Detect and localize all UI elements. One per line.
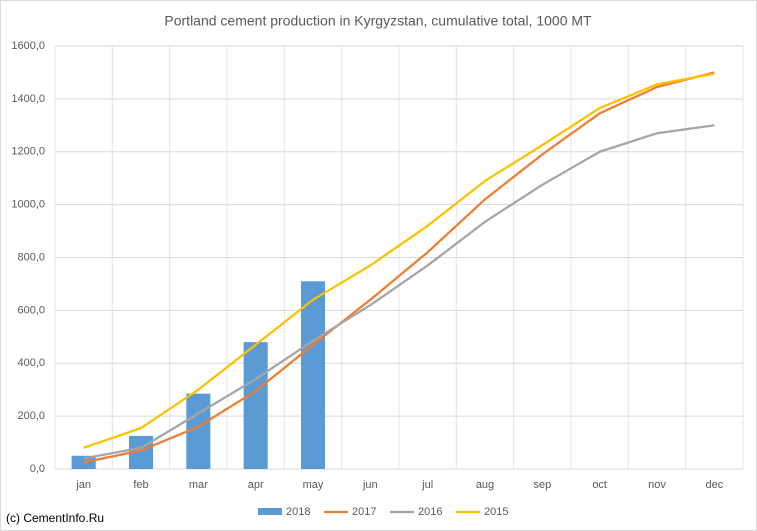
x-tick-label: nov <box>648 479 666 491</box>
legend-label: 2016 <box>418 506 442 518</box>
x-tick-label: sep <box>533 479 551 491</box>
legend-label: 2015 <box>484 506 508 518</box>
x-tick-label: feb <box>133 479 148 491</box>
legend-label: 2018 <box>286 506 310 518</box>
x-tick-label: jul <box>421 479 433 491</box>
x-tick-label: aug <box>476 479 494 491</box>
y-tick-label: 1400,0 <box>11 93 45 105</box>
x-tick-label: jan <box>75 479 91 491</box>
bar <box>243 342 268 469</box>
chart-title: Portland cement production in Kyrgyzstan… <box>164 13 592 29</box>
y-tick-label: 1000,0 <box>11 199 45 211</box>
y-tick-label: 1200,0 <box>11 146 45 158</box>
x-tick-label: dec <box>705 479 723 491</box>
legend-swatch <box>258 508 282 515</box>
line <box>83 72 715 449</box>
legend-label: 2017 <box>352 506 376 518</box>
bar <box>186 393 211 469</box>
y-tick-label: 600,0 <box>17 304 45 316</box>
x-tick-label: mar <box>189 479 208 491</box>
y-tick-label: 1600,0 <box>11 40 45 52</box>
y-tick-label: 0,0 <box>30 463 45 475</box>
line <box>83 71 715 464</box>
x-tick-label: may <box>303 479 324 491</box>
x-tick-label: oct <box>592 479 607 491</box>
bar <box>300 281 326 469</box>
x-tick-label: apr <box>248 479 264 491</box>
y-tick-label: 800,0 <box>17 251 45 263</box>
x-tick-label: jun <box>362 479 378 491</box>
y-tick-label: 400,0 <box>17 357 45 369</box>
y-tick-label: 200,0 <box>17 410 45 422</box>
footer: (c) CementInfo.Ru <box>6 511 104 525</box>
line <box>83 124 715 460</box>
